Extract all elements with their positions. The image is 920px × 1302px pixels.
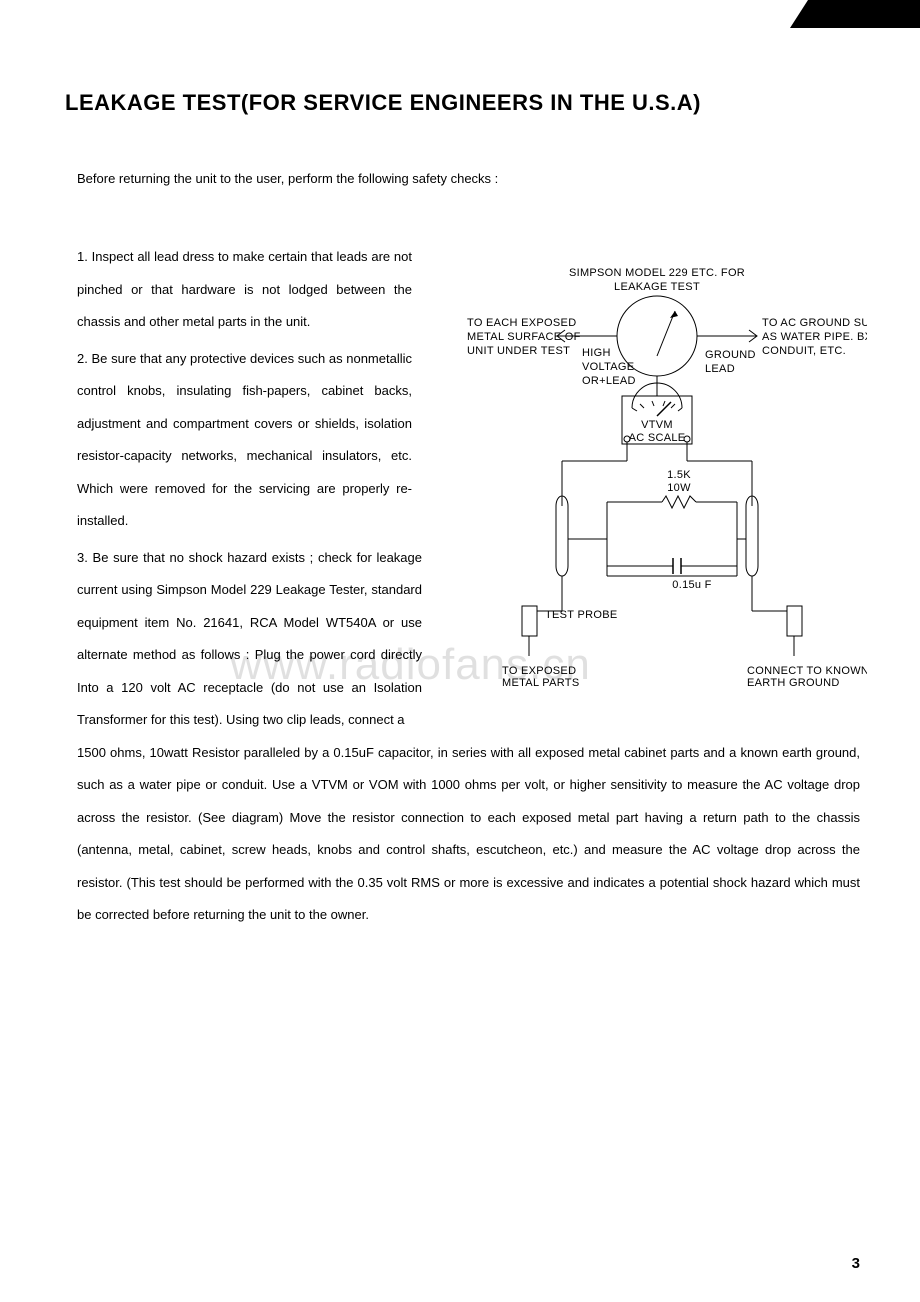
meter-label2: LEAKAGE TEST (614, 281, 700, 293)
left-column: 1. Inspect all lead dress to make certai… (77, 241, 412, 538)
item-number: 1. (77, 249, 88, 264)
bottom-right-label: CONNECT TO KNOWN (747, 665, 867, 677)
item-number: 2. (77, 351, 88, 366)
page-number: 3 (852, 1255, 860, 1272)
meter-label: SIMPSON MODEL 229 ETC. FOR (569, 267, 745, 279)
bottom-right-label: EARTH GROUND (747, 677, 840, 686)
right-note: TO AC GROUND SUCH (762, 317, 867, 329)
list-item: 1. Inspect all lead dress to make certai… (77, 241, 412, 339)
bottom-left-label: METAL PARTS (502, 677, 579, 686)
item-number: 3. (77, 550, 88, 565)
item-text: Inspect all lead dress to make certain t… (77, 249, 412, 329)
item-text: Be sure that no shock hazard exists ; ch… (77, 550, 422, 728)
ground-label: GROUND (705, 349, 756, 361)
main-body: 1. Inspect all lead dress to make certai… (77, 241, 860, 737)
hv-label: OR+LEAD (582, 375, 636, 387)
item-text: Be sure that any protective devices such… (77, 351, 412, 529)
left-note: TO EACH EXPOSED (467, 317, 576, 329)
meter-needle-icon (657, 311, 675, 356)
leakage-test-diagram: SIMPSON MODEL 229 ETC. FOR LEAKAGE TEST … (447, 256, 867, 686)
diagram-svg: SIMPSON MODEL 229 ETC. FOR LEAKAGE TEST … (447, 256, 867, 686)
cap-label: 0.15u F (672, 579, 711, 591)
probe-box (787, 606, 802, 636)
page-content: LEAKAGE TEST(FOR SERVICE ENGINEERS IN TH… (0, 0, 920, 972)
intro-text: Before returning the unit to the user, p… (77, 171, 860, 186)
clip-icon (746, 566, 758, 576)
page-title: LEAKAGE TEST(FOR SERVICE ENGINEERS IN TH… (65, 90, 860, 116)
resistor-icon (662, 496, 696, 508)
left-note: UNIT UNDER TEST (467, 345, 570, 357)
list-item: 2. Be sure that any protective devices s… (77, 343, 412, 538)
hv-label: VOLTAGE (582, 361, 634, 373)
header-tab (790, 0, 920, 28)
probe-box (522, 606, 537, 636)
probe-label: TEST PROBE (545, 609, 617, 621)
clip-icon (556, 566, 568, 576)
resistor-label: 1.5K (667, 469, 691, 481)
instruction-list: 1. Inspect all lead dress to make certai… (77, 241, 412, 538)
continuation-text: 1500 ohms, 10watt Resistor paralleled by… (77, 737, 860, 932)
acscale-label: AC SCALE (629, 432, 686, 444)
hv-label: HIGH (582, 347, 611, 359)
needle-tip-icon (670, 311, 678, 318)
vtvm-label: VTVM (641, 419, 673, 431)
bottom-left-label: TO EXPOSED (502, 665, 576, 677)
list-item-3: 3. Be sure that no shock hazard exists ;… (77, 542, 422, 737)
right-note: CONDUIT, ETC. (762, 345, 846, 357)
left-note: METAL SURFACE OF (467, 331, 581, 343)
ground-label: LEAD (705, 363, 735, 375)
resistor-label: 10W (667, 482, 691, 494)
right-note: AS WATER PIPE. BX CABLE. (762, 331, 867, 343)
